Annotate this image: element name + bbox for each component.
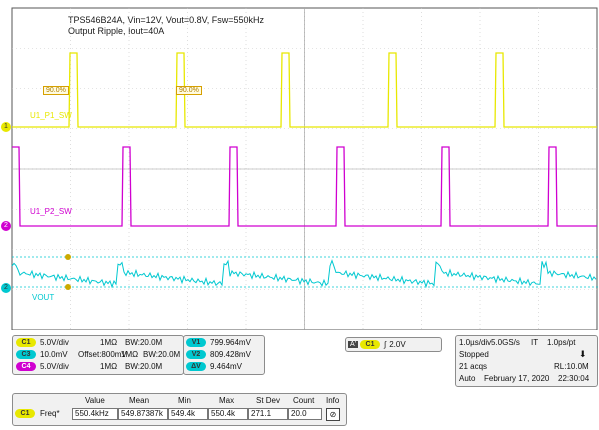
acquisition-row-3: 21 acqs RL:10.0M: [459, 360, 589, 372]
meas-header-info: Info: [326, 396, 340, 405]
meas-header-value: Value: [85, 396, 105, 405]
acquisition-panel[interactable]: [455, 335, 598, 387]
cursor-delta-value: 9.464mV: [210, 361, 243, 371]
meas-mean: 549.87387k: [118, 408, 168, 420]
cursor-v1-readout[interactable]: V1 799.964mV: [186, 336, 251, 348]
trigger-level: 2.0V: [389, 339, 406, 349]
title-line-2: Output Ripple, Iout=40A: [68, 26, 165, 36]
acquisition-time: 22:30:04: [558, 373, 590, 383]
trigger-mode-auto: Auto: [459, 373, 476, 383]
meas-header-mean: Mean: [129, 396, 150, 405]
cursor-v2-value: 809.428mV: [210, 349, 251, 359]
meas-min: 549.4k: [168, 408, 208, 420]
acquisition-row-1: 1.0µs/div 5.0GS/s IT 1.0ps/pt: [459, 336, 575, 348]
meas-row-name: Freq*: [40, 409, 60, 418]
ch3-bandwidth: BW:20.0M: [143, 349, 181, 359]
ch3-impedance: 1MΩ: [121, 349, 139, 359]
acquisition-state: Stopped: [459, 349, 489, 359]
measurement-table: Value Mean Min Max St Dev Count Info C1 …: [12, 393, 345, 424]
trigger-source-badge: C1: [360, 339, 381, 349]
ch3-badge: C3: [16, 349, 36, 359]
meas-row-badge: C1: [15, 408, 39, 418]
ch4-scale: 5.0V/div: [40, 361, 69, 371]
meas-stdev: 271.1: [248, 408, 288, 420]
ch4-settings[interactable]: C4 5.0V/div 1MΩ BW:20.0M: [16, 360, 162, 372]
ch1-waveform-label: U1_P1_SW: [30, 111, 72, 120]
ch3-scale: 10.0mV: [40, 349, 68, 359]
cursor-v1-value: 799.964mV: [210, 337, 251, 347]
ch1-bandwidth: BW:20.0M: [125, 337, 163, 347]
ch1-badge: C1: [16, 337, 36, 347]
trigger-mode: A': [348, 340, 359, 348]
ch2-ground-marker[interactable]: 2: [1, 221, 11, 231]
ch3-waveform-label: VOUT: [32, 293, 55, 302]
ch3-offset: Offset:800mV: [78, 349, 127, 359]
cursor-v2-badge: V2: [186, 349, 206, 359]
ch1-settings[interactable]: C1 5.0V/div 1MΩ BW:20.0M: [16, 336, 162, 348]
meas-header-count: Count: [293, 396, 315, 405]
ch1-ground-marker[interactable]: 1: [1, 122, 11, 132]
acquisition-count: 21 acqs: [459, 361, 488, 371]
trigger-slope-icon: ∫: [384, 339, 387, 349]
info-icon[interactable]: ⊘: [326, 408, 340, 421]
title-line-1: TPS546B24A, Vin=12V, Vout=0.8V, Fsw=550k…: [68, 15, 265, 25]
ch3-ground-marker[interactable]: 2: [1, 283, 11, 293]
cursor-v1-badge: V1: [186, 337, 206, 347]
acquisition-date: February 17, 2020: [484, 373, 550, 383]
sample-rate: 5.0GS/s: [491, 337, 520, 347]
record-length: RL:10.0M: [554, 361, 589, 371]
points-per-sample: 1.0ps/pt: [547, 337, 576, 347]
duty-cycle-label-2: 90.0%: [176, 86, 202, 95]
ch4-bandwidth: BW:20.0M: [125, 361, 163, 371]
graticule: [11, 7, 598, 331]
cursor-delta-readout[interactable]: ΔV 9.464mV: [186, 360, 242, 372]
ch2-waveform: [12, 146, 597, 227]
ch1-scale: 5.0V/div: [40, 337, 69, 347]
cursor-a-marker: [65, 284, 71, 290]
ch1-impedance: 1MΩ: [100, 337, 118, 347]
acquisition-row-4: Auto February 17, 2020 22:30:04: [459, 372, 589, 384]
trigger-readout: A' C1 ∫ 2.0V: [348, 338, 406, 350]
meas-header-max: Max: [219, 396, 235, 405]
it-label: IT: [531, 337, 539, 347]
timebase: 1.0µs/div: [459, 337, 492, 347]
download-arrow-icon: ⬇: [579, 348, 587, 359]
ch1-waveform: [12, 52, 597, 128]
cursor-v2-readout[interactable]: V2 809.428mV: [186, 348, 251, 360]
meas-value: 550.4kHz: [72, 408, 118, 420]
meas-count: 20.0: [288, 408, 322, 420]
meas-header-min: Min: [178, 396, 191, 405]
cursor-delta-badge: ΔV: [186, 361, 206, 371]
ch3-waveform: [11, 259, 597, 289]
cursor-b-marker: [65, 254, 71, 260]
ch4-badge: C4: [16, 361, 36, 371]
ch3-settings[interactable]: C3 10.0mV Offset:800mV 1MΩ BW:20.0M: [16, 348, 180, 360]
ch2-waveform-label: U1_P2_SW: [30, 207, 72, 216]
acquisition-row-2: Stopped ⬇: [459, 348, 587, 360]
meas-header-stdev: St Dev: [256, 396, 281, 405]
ch4-impedance: 1MΩ: [100, 361, 118, 371]
channel-settings-panel: [12, 335, 184, 375]
duty-cycle-label-1: 90.0%: [43, 86, 69, 95]
meas-max: 550.4k: [208, 408, 248, 420]
